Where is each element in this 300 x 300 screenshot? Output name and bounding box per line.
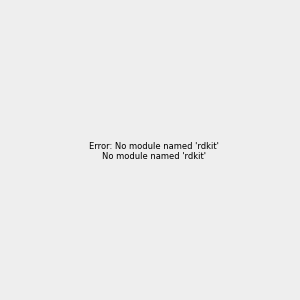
Text: Error: No module named 'rdkit'
No module named 'rdkit': Error: No module named 'rdkit' No module… — [89, 142, 219, 161]
